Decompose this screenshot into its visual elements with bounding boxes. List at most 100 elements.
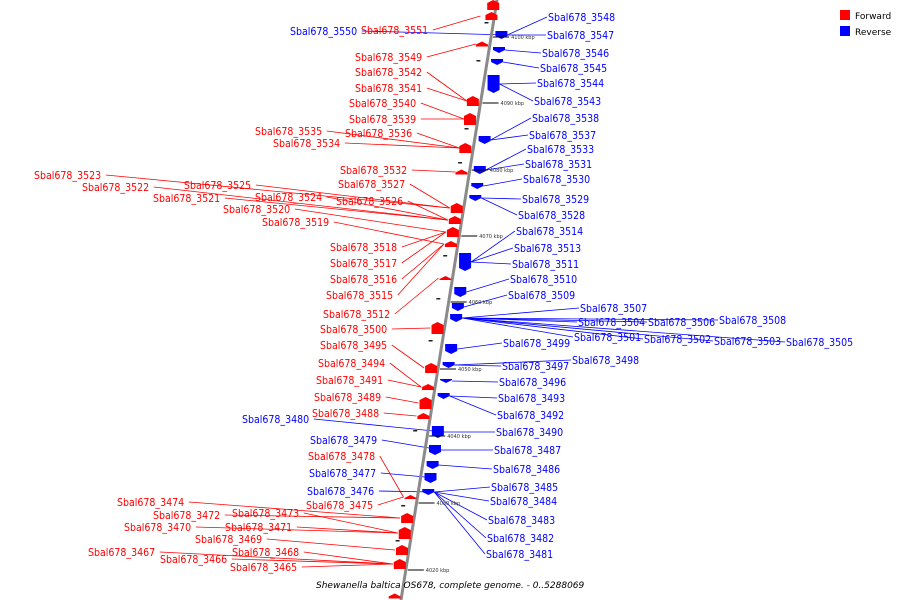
forward-gene-label[interactable]: Sbal678_3532: [340, 165, 407, 177]
forward-gene-label[interactable]: Sbal678_3470: [124, 522, 191, 534]
forward-gene-label[interactable]: Sbal678_3524: [255, 192, 322, 204]
forward-gene-label[interactable]: Sbal678_3494: [318, 358, 385, 370]
forward-gene-label[interactable]: Sbal678_3522: [82, 182, 149, 194]
forward-gene-label[interactable]: Sbal678_3542: [355, 67, 422, 79]
forward-gene-label[interactable]: Sbal678_3551: [361, 25, 428, 37]
reverse-gene-feature[interactable]: [451, 303, 464, 311]
forward-gene-feature[interactable]: [404, 495, 417, 499]
forward-gene-label[interactable]: Sbal678_3467: [88, 547, 155, 559]
reverse-gene-feature[interactable]: [422, 489, 435, 495]
forward-gene-label[interactable]: Sbal678_3541: [355, 83, 422, 95]
reverse-gene-label[interactable]: Sbal678_3480: [242, 414, 309, 426]
forward-gene-label[interactable]: Sbal678_3474: [117, 497, 184, 509]
forward-gene-feature[interactable]: [463, 113, 476, 125]
forward-gene-label[interactable]: Sbal678_3471: [225, 522, 292, 534]
reverse-gene-label[interactable]: Sbal678_3506: [648, 317, 715, 329]
forward-gene-feature[interactable]: [487, 0, 500, 10]
reverse-gene-label[interactable]: Sbal678_3510: [510, 274, 577, 286]
reverse-gene-label[interactable]: Sbal678_3528: [518, 210, 585, 222]
reverse-gene-label[interactable]: Sbal678_3502: [644, 334, 711, 346]
forward-gene-label[interactable]: Sbal678_3495: [320, 340, 387, 352]
reverse-gene-label[interactable]: Sbal678_3487: [494, 445, 561, 457]
forward-gene-label[interactable]: Sbal678_3517: [330, 258, 397, 270]
forward-gene-feature[interactable]: [446, 227, 459, 237]
reverse-gene-label[interactable]: Sbal678_3547: [547, 30, 614, 42]
reverse-gene-feature[interactable]: [487, 75, 500, 93]
forward-gene-feature[interactable]: [455, 169, 468, 175]
reverse-gene-label[interactable]: Sbal678_3490: [496, 427, 563, 439]
forward-gene-label[interactable]: Sbal678_3512: [323, 309, 390, 321]
forward-gene-feature[interactable]: [439, 276, 452, 280]
forward-gene-feature[interactable]: [419, 397, 432, 409]
forward-gene-label[interactable]: Sbal678_3519: [262, 217, 329, 229]
forward-gene-feature[interactable]: [475, 41, 488, 47]
reverse-gene-label[interactable]: Sbal678_3529: [522, 194, 589, 206]
forward-gene-feature[interactable]: [398, 527, 411, 539]
forward-gene-label[interactable]: Sbal678_3518: [330, 242, 397, 254]
forward-gene-label[interactable]: Sbal678_3516: [330, 274, 397, 286]
reverse-gene-label[interactable]: Sbal678_3546: [542, 48, 609, 60]
forward-gene-label[interactable]: Sbal678_3534: [273, 138, 340, 150]
reverse-gene-label[interactable]: Sbal678_3550: [290, 26, 357, 38]
reverse-gene-label[interactable]: Sbal678_3508: [719, 315, 786, 327]
forward-gene-feature[interactable]: [401, 513, 414, 523]
reverse-gene-feature[interactable]: [426, 461, 439, 469]
forward-gene-feature[interactable]: [444, 241, 457, 247]
forward-gene-feature[interactable]: [459, 143, 472, 153]
forward-gene-label[interactable]: Sbal678_3469: [195, 534, 262, 546]
forward-gene-label[interactable]: Sbal678_3540: [349, 98, 416, 110]
reverse-gene-feature[interactable]: [493, 47, 505, 53]
reverse-gene-feature[interactable]: [450, 314, 463, 322]
reverse-gene-label[interactable]: Sbal678_3477: [309, 468, 376, 480]
reverse-gene-feature[interactable]: [454, 287, 467, 297]
forward-gene-feature[interactable]: [450, 203, 463, 213]
reverse-gene-feature[interactable]: [437, 393, 450, 399]
forward-gene-label[interactable]: Sbal678_3539: [349, 114, 416, 126]
reverse-gene-label[interactable]: Sbal678_3479: [310, 435, 377, 447]
reverse-gene-label[interactable]: Sbal678_3503: [714, 336, 781, 348]
reverse-gene-feature[interactable]: [442, 362, 455, 368]
reverse-gene-label[interactable]: Sbal678_3481: [486, 549, 553, 561]
reverse-gene-feature[interactable]: [440, 379, 453, 383]
reverse-gene-feature[interactable]: [424, 473, 437, 483]
forward-gene-label[interactable]: Sbal678_3472: [153, 510, 220, 522]
reverse-gene-feature[interactable]: [491, 59, 504, 65]
forward-gene-feature[interactable]: [431, 322, 444, 334]
forward-gene-label[interactable]: Sbal678_3488: [312, 408, 379, 420]
forward-gene-label[interactable]: Sbal678_3535: [255, 126, 322, 138]
reverse-gene-feature[interactable]: [478, 136, 491, 144]
forward-gene-feature[interactable]: [485, 12, 498, 20]
reverse-gene-label[interactable]: Sbal678_3504: [578, 317, 645, 329]
reverse-gene-label[interactable]: Sbal678_3483: [488, 515, 555, 527]
reverse-gene-label[interactable]: Sbal678_3486: [493, 464, 560, 476]
forward-gene-feature[interactable]: [425, 363, 438, 373]
reverse-gene-feature[interactable]: [469, 195, 482, 201]
reverse-gene-label[interactable]: Sbal678_3544: [537, 78, 604, 90]
forward-gene-label[interactable]: Sbal678_3500: [320, 324, 387, 336]
forward-gene-label[interactable]: Sbal678_3489: [314, 392, 381, 404]
reverse-gene-label[interactable]: Sbal678_3537: [529, 130, 596, 142]
forward-gene-label[interactable]: Sbal678_3515: [326, 290, 393, 302]
reverse-gene-label[interactable]: Sbal678_3548: [548, 12, 615, 24]
reverse-gene-label[interactable]: Sbal678_3513: [514, 243, 581, 255]
reverse-gene-label[interactable]: Sbal678_3531: [525, 159, 592, 171]
reverse-gene-feature[interactable]: [445, 344, 458, 354]
forward-gene-label[interactable]: Sbal678_3491: [316, 375, 383, 387]
reverse-gene-feature[interactable]: [431, 426, 444, 438]
forward-gene-feature[interactable]: [417, 413, 430, 419]
forward-gene-feature[interactable]: [466, 96, 479, 106]
forward-gene-label[interactable]: Sbal678_3520: [223, 204, 290, 216]
forward-gene-feature[interactable]: [393, 559, 406, 569]
reverse-gene-label[interactable]: Sbal678_3533: [527, 144, 594, 156]
reverse-gene-label[interactable]: Sbal678_3499: [503, 338, 570, 350]
forward-gene-label[interactable]: Sbal678_3473: [232, 508, 299, 520]
reverse-gene-label[interactable]: Sbal678_3514: [516, 226, 583, 238]
reverse-gene-label[interactable]: Sbal678_3497: [502, 361, 569, 373]
reverse-gene-label[interactable]: Sbal678_3505: [786, 337, 853, 349]
reverse-gene-feature[interactable]: [459, 253, 472, 271]
forward-gene-label[interactable]: Sbal678_3526: [336, 196, 403, 208]
forward-gene-label[interactable]: Sbal678_3478: [308, 451, 375, 463]
reverse-gene-label[interactable]: Sbal678_3530: [523, 174, 590, 186]
forward-gene-label[interactable]: Sbal678_3465: [230, 562, 297, 574]
forward-gene-label[interactable]: Sbal678_3549: [355, 52, 422, 64]
